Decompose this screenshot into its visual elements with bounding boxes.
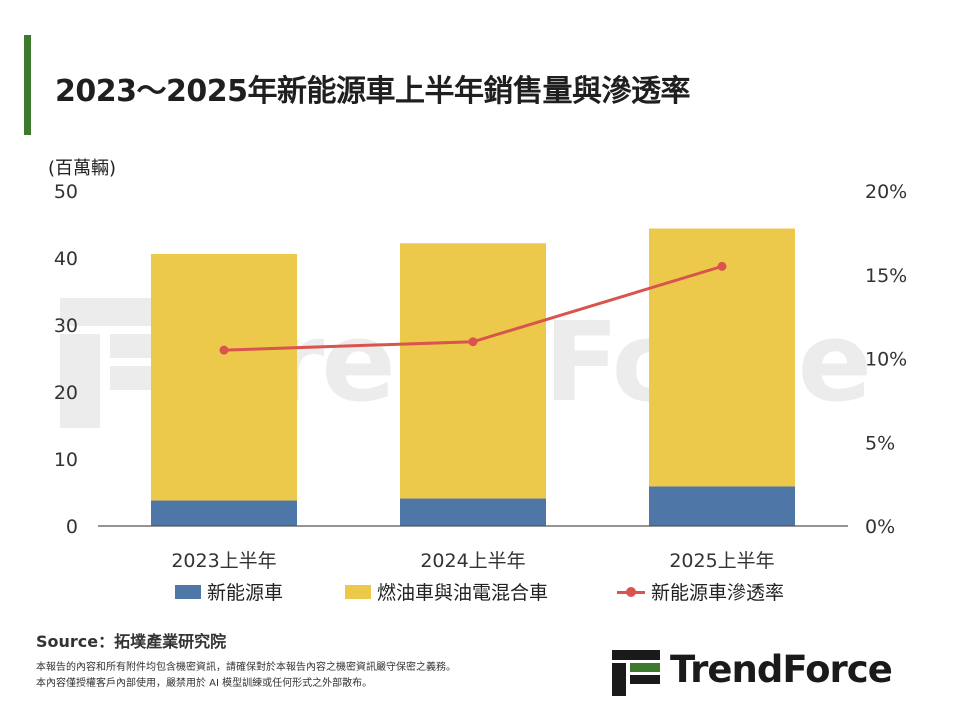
- x-tick-label: 2023上半年: [171, 550, 276, 572]
- bar-ice-1: [151, 253, 297, 501]
- penetration-point-2: [468, 337, 478, 347]
- legend-item-ice: 燃油車與油電混合車: [345, 578, 548, 605]
- y-left-ticks: 0 10 20 30 40 50: [54, 181, 78, 538]
- y-left-tick-label: 10: [54, 449, 78, 471]
- y-right-tick-label: 10%: [865, 349, 907, 371]
- legend-swatch-ice: [345, 584, 371, 599]
- disclaimer-line-2: 本內容僅授權客戶內部使用，嚴禁用於 AI 模型訓練或任何形式之外部散布。: [36, 678, 373, 689]
- brand-logo: TrendForce: [612, 648, 932, 696]
- legend-label-ice: 燃油車與油電混合車: [377, 582, 549, 604]
- legend: 新能源車 燃油車與油電混合車 新能源車滲透率: [0, 578, 960, 606]
- chart-title: 2023～2025年新能源車上半年銷售量與滲透率: [55, 74, 691, 109]
- y-left-tick-label: 50: [54, 181, 78, 203]
- y-left-tick-label: 20: [54, 382, 78, 404]
- penetration-line: [219, 261, 727, 355]
- y-right-tick-label: 5%: [865, 432, 895, 454]
- y-left-tick-label: 40: [54, 248, 78, 270]
- title-accent-bar: [24, 35, 31, 135]
- bar-nev-1: [151, 500, 297, 526]
- source-text: Source：拓墣產業研究院: [36, 632, 227, 651]
- brand-logo-icon: [612, 650, 660, 696]
- y-left-unit: (百萬輛): [48, 158, 116, 179]
- bar-ice-2: [400, 243, 546, 499]
- bar-ice-3: [649, 228, 795, 487]
- brand-name: TrendForce: [670, 648, 893, 691]
- y-right-tick-label: 20%: [865, 181, 907, 203]
- x-tick-label: 2024上半年: [420, 550, 525, 572]
- x-ticks: 2023上半年 2024上半年 2025上半年: [171, 550, 774, 572]
- legend-swatch-nev: [175, 584, 201, 599]
- y-right-tick-label: 15%: [865, 265, 907, 287]
- legend-item-penetration: 新能源車滲透率: [617, 578, 784, 605]
- bars: [151, 228, 795, 526]
- penetration-point-3: [717, 261, 727, 271]
- legend-item-nev: 新能源車: [175, 578, 283, 605]
- y-right-ticks: 0% 5% 10% 15% 20%: [865, 181, 907, 538]
- y-left-tick-label: 30: [54, 315, 78, 337]
- y-left-tick-label: 0: [66, 516, 78, 538]
- bar-nev-3: [649, 486, 795, 526]
- legend-label-penetration: 新能源車滲透率: [651, 582, 785, 604]
- penetration-point-1: [219, 345, 229, 355]
- y-right-tick-label: 0%: [865, 516, 895, 538]
- bar-nev-2: [400, 498, 546, 526]
- legend-label-nev: 新能源車: [207, 582, 284, 604]
- x-tick-label: 2025上半年: [669, 550, 774, 572]
- legend-swatch-penetration: [617, 585, 645, 599]
- disclaimer-line-1: 本報告的內容和所有附件均包含機密資訊，請確保對於本報告內容之機密資訊嚴守保密之義…: [36, 662, 456, 673]
